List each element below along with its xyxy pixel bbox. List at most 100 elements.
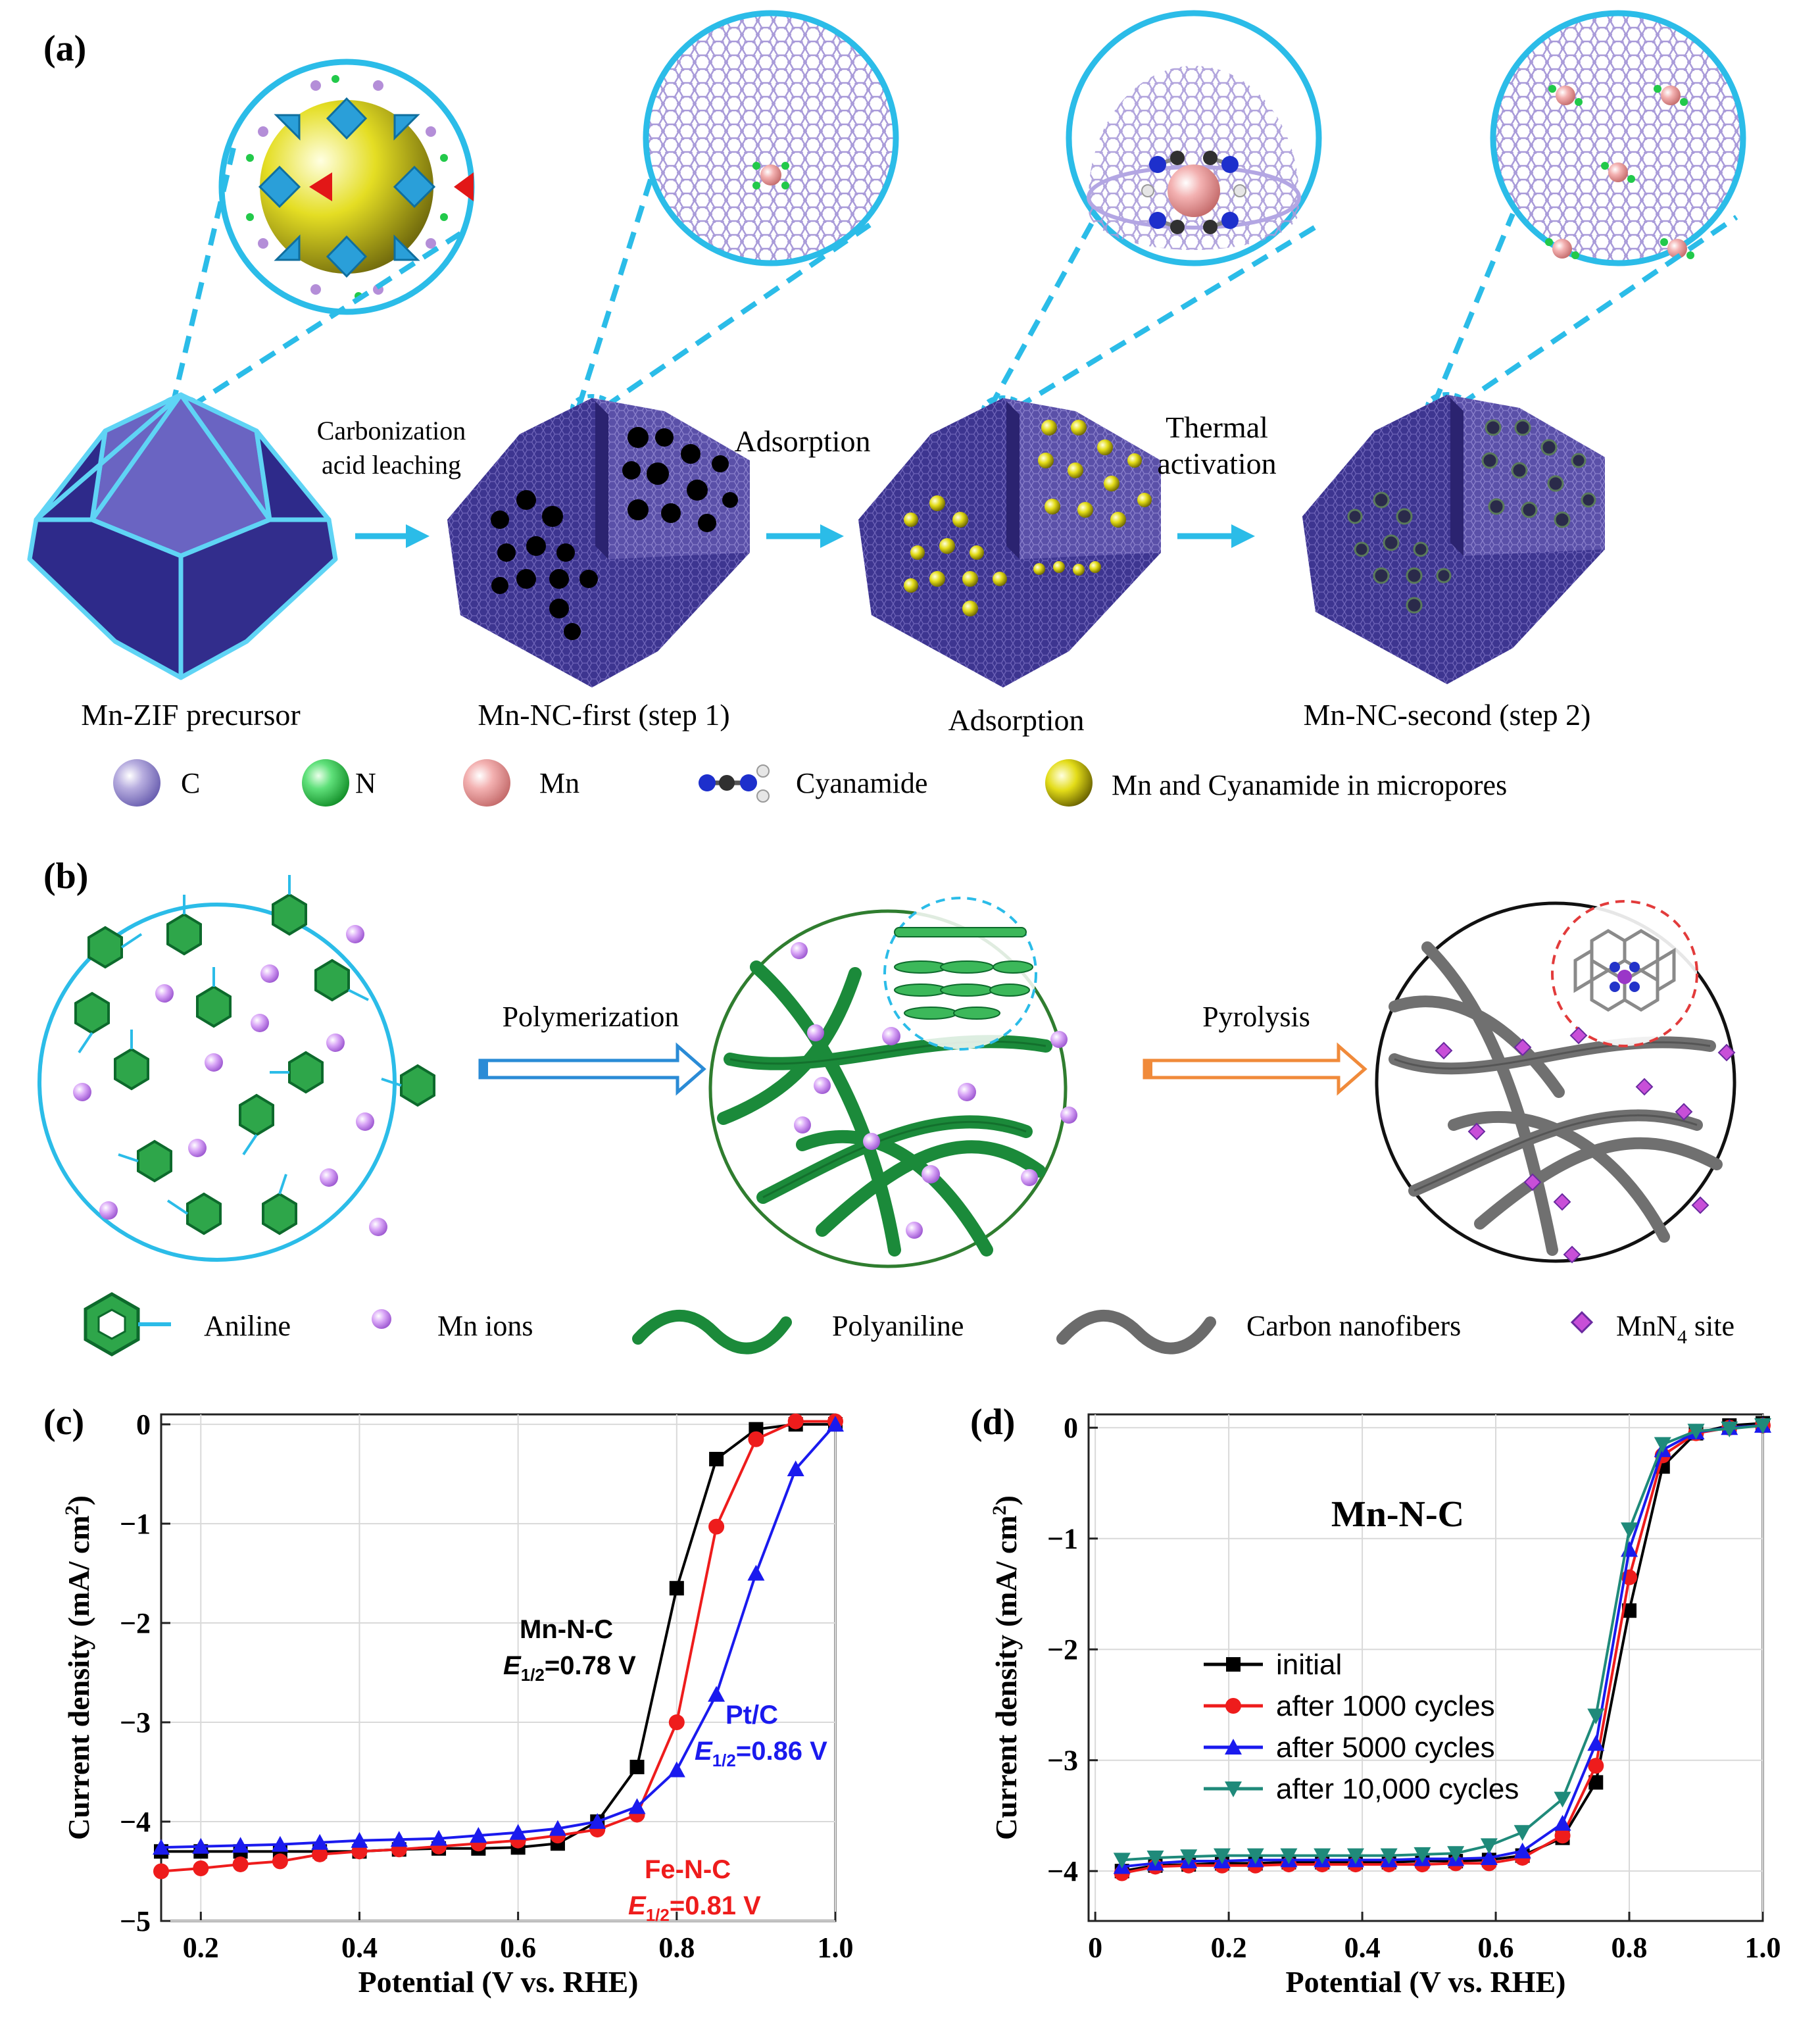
annotation-fe-n-c-e12: E1/2=0.81 V xyxy=(628,1891,761,1925)
x-tick-label: 0.2 xyxy=(183,1931,219,1964)
series-line xyxy=(1121,1424,1763,1862)
annotation-pt-c-name: Pt/C xyxy=(726,1701,778,1730)
data-point xyxy=(351,1831,368,1848)
y-tick-label: −4 xyxy=(120,1806,151,1838)
legend-cyanamide-label: Cyanamide xyxy=(796,767,927,799)
data-point xyxy=(1587,1735,1605,1751)
legend-mnn4-label: MnN4 site xyxy=(1616,1310,1734,1348)
data-point xyxy=(430,1830,448,1846)
data-point xyxy=(589,1813,606,1830)
plot-frame xyxy=(160,1413,837,1922)
polymerization-arrow xyxy=(478,1042,706,1096)
annotation-pt-c-e12: E1/2=0.86 V xyxy=(695,1737,827,1770)
x-axis-label: Potential (V vs. RHE) xyxy=(1286,1965,1566,1999)
y-axis-label: Current density (mA/ cm2) xyxy=(61,1495,95,1840)
data-point xyxy=(1180,1849,1198,1866)
caption-adsorption: Adsorption xyxy=(948,703,1085,737)
legend-polyaniline-label: Polyaniline xyxy=(832,1310,964,1342)
data-point xyxy=(787,1460,804,1477)
zif-dodecahedron xyxy=(27,392,338,680)
data-point xyxy=(1113,1853,1131,1869)
y-tick-label: −3 xyxy=(120,1706,151,1739)
legend-entry: after 1000 cycles xyxy=(1276,1690,1495,1722)
panel-b-label: (b) xyxy=(43,856,88,897)
data-point xyxy=(1380,1848,1398,1864)
legend-entry: initial xyxy=(1276,1649,1342,1681)
data-point xyxy=(1213,1848,1231,1864)
x-tick-label: 0 xyxy=(1088,1931,1102,1964)
data-point xyxy=(1588,1775,1604,1790)
data-point xyxy=(1513,1842,1531,1858)
y-axis-label: Current density (mA/ cm2) xyxy=(989,1495,1023,1840)
data-point xyxy=(1280,1848,1298,1864)
data-point xyxy=(1246,1848,1264,1864)
data-point xyxy=(153,1839,170,1855)
x-tick-label: 0.2 xyxy=(1211,1931,1247,1964)
data-point xyxy=(1447,1846,1465,1862)
aniline-icon xyxy=(84,1292,171,1357)
panel-a: (a) xyxy=(27,10,1746,807)
polymerization-label: Polymerization xyxy=(503,1001,679,1033)
arrow-label-activation: activation xyxy=(1157,447,1276,480)
legend-marker xyxy=(1225,1739,1242,1755)
data-point xyxy=(787,1413,804,1430)
x-axis-label: Potential (V vs. RHE) xyxy=(358,1965,639,1999)
chart-legend: initial after 1000 cycles after 5000 cycle… xyxy=(1204,1649,1519,1805)
caption-mn-nc-second: Mn-NC-second (step 2) xyxy=(1304,698,1591,732)
pyrolysis-label: Pyrolysis xyxy=(1202,1001,1310,1033)
mn-ion-icon xyxy=(372,1309,391,1329)
legend-entry: after 5000 cycles xyxy=(1276,1731,1495,1764)
data-point xyxy=(272,1853,288,1870)
data-point xyxy=(708,1685,726,1702)
annotation-mn-n-c-e12: E1/2=0.78 V xyxy=(503,1651,636,1685)
zoom-circle-mn-sites xyxy=(1490,10,1746,266)
y-tick-label: −3 xyxy=(1047,1745,1078,1777)
pyrolysis-arrow xyxy=(1143,1042,1367,1096)
legend-micropores-label: Mn and Cyanamide in micropores xyxy=(1112,769,1507,801)
legend-aniline-label: Aniline xyxy=(204,1310,291,1342)
legend-b: Aniline Mn ions Polyaniline Carbon nanof… xyxy=(84,1292,1734,1357)
x-tick-label: 0.4 xyxy=(341,1931,378,1964)
data-point xyxy=(669,1581,684,1596)
data-point xyxy=(747,1564,765,1581)
data-point xyxy=(232,1856,249,1872)
mnn4-site-icon xyxy=(1570,1310,1594,1334)
y-tick-label: −5 xyxy=(120,1905,151,1937)
legend-mn-label: Mn xyxy=(539,767,579,799)
data-point xyxy=(1513,1825,1531,1841)
data-point xyxy=(1587,1708,1605,1725)
caption-mn-zif-precursor: Mn-ZIF precursor xyxy=(81,698,300,732)
legend-n-label: N xyxy=(355,767,376,799)
series-pt-c xyxy=(153,1416,844,1855)
y-tick-label: −1 xyxy=(1047,1523,1078,1555)
legend-marker xyxy=(1226,1657,1241,1672)
data-point xyxy=(629,1759,645,1774)
x-tick-label: 0.8 xyxy=(658,1931,695,1964)
mn-nc-first-polyhedron xyxy=(447,398,750,687)
data-point xyxy=(668,1761,685,1778)
adsorption-polyhedron xyxy=(858,398,1161,687)
data-point xyxy=(549,1820,566,1836)
data-point xyxy=(1554,1791,1571,1808)
data-point xyxy=(748,1431,764,1447)
panel-d-label: (d) xyxy=(970,1402,1015,1443)
zoom-circle-single-site xyxy=(643,10,899,266)
data-point xyxy=(1588,1758,1604,1774)
data-point xyxy=(193,1860,209,1876)
data-point xyxy=(311,1833,329,1850)
legend-micropore-sphere xyxy=(1045,759,1093,807)
zoom-leaders xyxy=(170,147,1738,411)
data-point xyxy=(827,1416,844,1432)
y-tick-label: −2 xyxy=(1047,1633,1078,1666)
zoom-circle-cyanamide-pore xyxy=(1066,10,1322,266)
data-point xyxy=(509,1824,527,1840)
polyaniline-circle xyxy=(708,897,1077,1268)
data-point xyxy=(1554,1828,1571,1844)
legend-a: C N Mn Cyanamide Mn and Cyanamide in mic… xyxy=(113,759,1507,807)
data-point xyxy=(1146,1850,1164,1866)
x-tick-label: 0.6 xyxy=(1478,1931,1514,1964)
data-point xyxy=(708,1518,725,1535)
cyanamide-molecule-icon xyxy=(699,764,770,803)
data-point xyxy=(232,1837,249,1853)
